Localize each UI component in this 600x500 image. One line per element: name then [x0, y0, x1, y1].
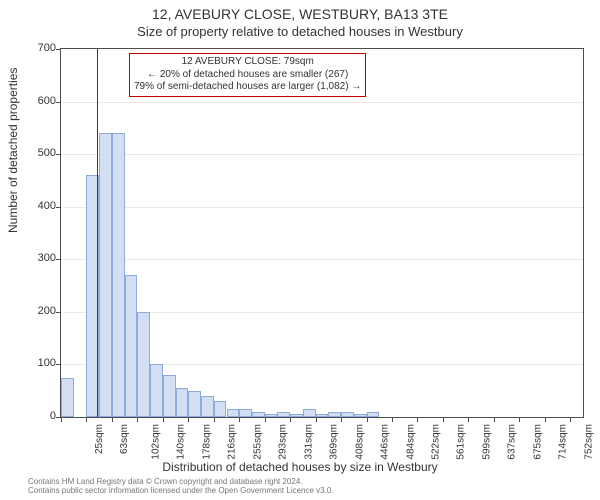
histogram-bar	[290, 414, 303, 417]
ytick-mark	[56, 49, 61, 50]
histogram-bar	[61, 378, 74, 417]
xtick-label: 369sqm	[329, 424, 340, 460]
annotation-line2: ← 20% of detached houses are smaller (26…	[134, 69, 361, 82]
histogram-bar	[265, 414, 278, 417]
xtick-mark	[239, 417, 240, 422]
histogram-bar	[163, 375, 176, 417]
xtick-label: 675sqm	[532, 424, 543, 460]
xtick-mark	[137, 417, 138, 422]
histogram-bar	[303, 409, 316, 417]
ytick-mark	[56, 207, 61, 208]
ytick-mark	[56, 259, 61, 260]
xtick-mark	[188, 417, 189, 422]
ytick-mark	[56, 364, 61, 365]
histogram-bar	[125, 275, 138, 417]
histogram-bar	[341, 412, 354, 417]
xtick-mark	[494, 417, 495, 422]
ytick-label: 400	[16, 200, 56, 212]
histogram-bar	[112, 133, 125, 417]
xtick-label: 561sqm	[456, 424, 467, 460]
histogram-bar	[201, 396, 214, 417]
xtick-mark	[545, 417, 546, 422]
xtick-mark	[570, 417, 571, 422]
gridline	[61, 154, 583, 155]
xtick-mark	[443, 417, 444, 422]
gridline	[61, 102, 583, 103]
histogram-bar	[328, 412, 341, 417]
xtick-mark	[290, 417, 291, 422]
title-main: 12, AVEBURY CLOSE, WESTBURY, BA13 3TE	[0, 6, 600, 22]
ytick-label: 200	[16, 305, 56, 317]
xtick-mark	[468, 417, 469, 422]
xtick-mark	[112, 417, 113, 422]
histogram-bar	[277, 412, 290, 417]
ytick-label: 300	[16, 252, 56, 264]
gridline	[61, 259, 583, 260]
xtick-mark	[61, 417, 62, 422]
xtick-mark	[417, 417, 418, 422]
ytick-label: 0	[16, 410, 56, 422]
xtick-label: 714sqm	[558, 424, 569, 460]
xtick-mark	[316, 417, 317, 422]
gridline	[61, 207, 583, 208]
xtick-label: 484sqm	[405, 424, 416, 460]
xtick-mark	[519, 417, 520, 422]
x-axis-label: Distribution of detached houses by size …	[0, 460, 600, 474]
xtick-label: 216sqm	[227, 424, 238, 460]
histogram-bar	[99, 133, 112, 417]
histogram-bar	[239, 409, 252, 417]
xtick-label: 255sqm	[252, 424, 263, 460]
marker-line	[97, 49, 98, 417]
title-sub: Size of property relative to detached ho…	[0, 24, 600, 39]
ytick-label: 100	[16, 357, 56, 369]
xtick-mark	[163, 417, 164, 422]
xtick-label: 599sqm	[482, 424, 493, 460]
histogram-bar	[252, 412, 265, 417]
attribution-line2: Contains public sector information licen…	[28, 487, 334, 496]
xtick-label: 102sqm	[151, 424, 162, 460]
xtick-label: 140sqm	[176, 424, 187, 460]
histogram-bar	[188, 391, 201, 417]
xtick-mark	[265, 417, 266, 422]
xtick-label: 331sqm	[303, 424, 314, 460]
histogram-bar	[354, 414, 367, 417]
xtick-label: 293sqm	[278, 424, 289, 460]
xtick-label: 25sqm	[94, 424, 105, 454]
xtick-mark	[341, 417, 342, 422]
xtick-label: 63sqm	[119, 424, 130, 454]
plot-area: 12 AVEBURY CLOSE: 79sqm← 20% of detached…	[60, 48, 584, 418]
xtick-mark	[367, 417, 368, 422]
ytick-mark	[56, 312, 61, 313]
histogram-bar	[214, 401, 227, 417]
attribution: Contains HM Land Registry data © Crown c…	[28, 478, 334, 496]
histogram-bar	[367, 412, 380, 417]
ytick-label: 600	[16, 95, 56, 107]
histogram-bar	[137, 312, 150, 417]
ytick-label: 700	[16, 42, 56, 54]
chart-container: 12, AVEBURY CLOSE, WESTBURY, BA13 3TE Si…	[0, 0, 600, 500]
xtick-mark	[392, 417, 393, 422]
xtick-label: 408sqm	[354, 424, 365, 460]
histogram-bar	[176, 388, 189, 417]
annotation-line1: 12 AVEBURY CLOSE: 79sqm	[134, 56, 361, 69]
histogram-bar	[316, 414, 329, 417]
xtick-label: 178sqm	[201, 424, 212, 460]
ytick-label: 500	[16, 147, 56, 159]
xtick-mark	[214, 417, 215, 422]
annotation-line3: 79% of semi-detached houses are larger (…	[134, 81, 361, 94]
xtick-label: 637sqm	[507, 424, 518, 460]
ytick-mark	[56, 154, 61, 155]
histogram-bar	[227, 409, 240, 417]
ytick-mark	[56, 102, 61, 103]
xtick-label: 522sqm	[431, 424, 442, 460]
xtick-label: 446sqm	[380, 424, 391, 460]
annotation-box: 12 AVEBURY CLOSE: 79sqm← 20% of detached…	[129, 53, 366, 97]
xtick-mark	[86, 417, 87, 422]
histogram-bar	[150, 364, 163, 417]
xtick-label: 752sqm	[583, 424, 594, 460]
